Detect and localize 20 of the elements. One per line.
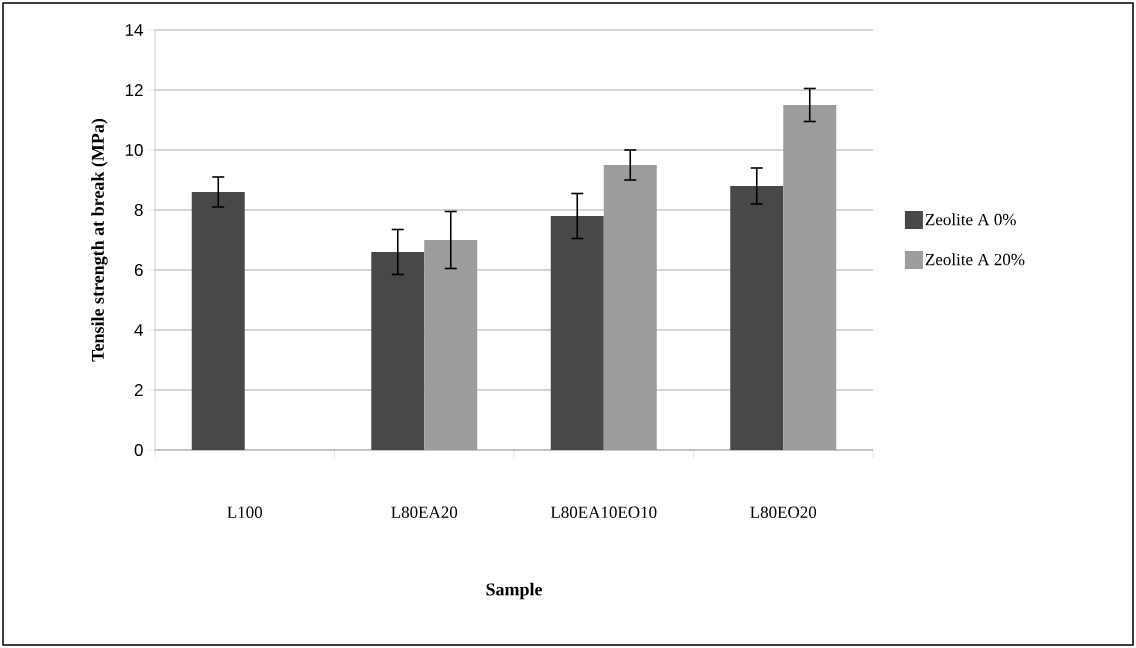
y-tick-label: 6	[134, 263, 143, 277]
y-tick-label: 8	[134, 203, 143, 217]
y-tick-label: 14	[125, 24, 143, 36]
y-tick-label: 2	[134, 384, 143, 396]
legend-label: Zeolite A 20%	[925, 253, 1025, 266]
bar	[730, 185, 784, 450]
x-tick-label: L80EA20	[391, 506, 458, 518]
x-tick-label: L80EO20	[750, 506, 817, 518]
x-tick-label: L100	[227, 506, 263, 518]
y-tick-label: 12	[125, 84, 143, 96]
bar	[371, 251, 425, 450]
legend-label: Zeolite A 0%	[925, 213, 1016, 226]
x-tick-label: L80EA10EO10	[550, 506, 657, 518]
bar	[191, 191, 245, 450]
y-axis-title: Tensile strength at break (MPa)	[91, 118, 108, 362]
bar	[550, 215, 604, 450]
x-axis-title: Sample	[486, 582, 543, 600]
y-tick-label: 4	[134, 324, 143, 336]
y-tick-label: 10	[125, 143, 143, 157]
y-tick-label: 0	[134, 443, 143, 457]
